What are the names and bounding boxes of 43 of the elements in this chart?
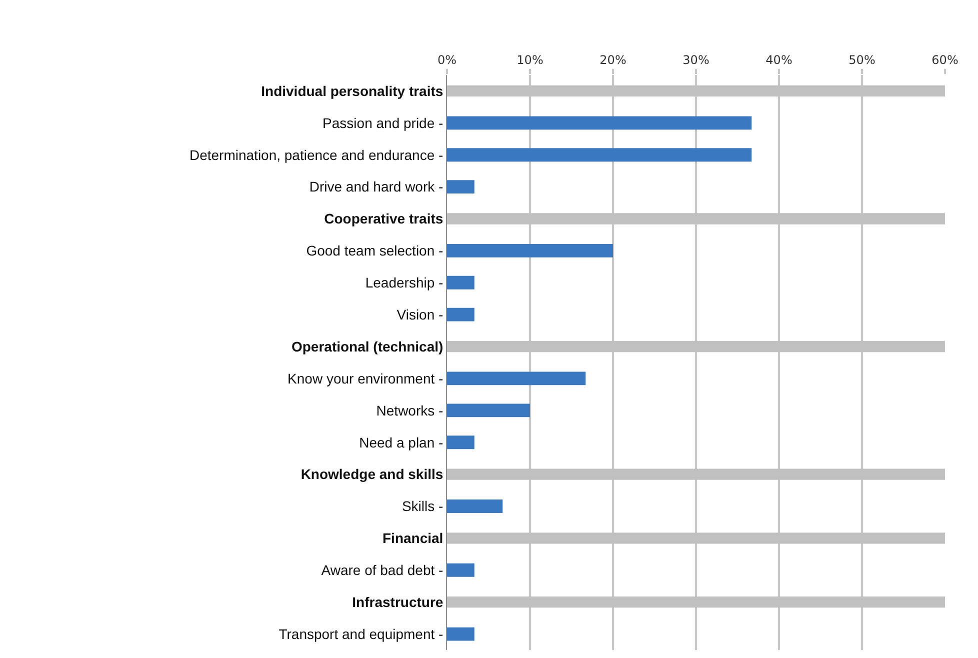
x-tick-label: 10%	[516, 53, 544, 68]
bar	[447, 436, 474, 450]
x-tick-label: 30%	[682, 53, 710, 68]
bar	[447, 563, 474, 577]
x-tick-label: 20%	[600, 53, 626, 68]
bar	[447, 596, 945, 608]
y-tick-label: Skills -	[402, 498, 444, 514]
y-tick-label: Drive and hard work -	[309, 178, 444, 195]
y-tick-label: Cooperative traits	[324, 210, 444, 227]
y-tick-label: Determination, patience and endurance -	[189, 146, 444, 163]
y-tick-label: Networks -	[376, 402, 444, 418]
y-tick-label: Knowledge and skills	[300, 466, 444, 482]
bar	[447, 85, 945, 97]
y-tick-label: Leadership -	[365, 274, 444, 291]
bar	[447, 213, 945, 224]
y-tick-label: Know your environment -	[288, 370, 444, 386]
x-tick-label: 0%	[437, 53, 457, 68]
bar	[447, 244, 613, 258]
bar	[447, 372, 586, 386]
bar	[447, 532, 945, 544]
bar	[447, 500, 503, 513]
x-tick-label: 60%	[932, 53, 958, 68]
y-tick-label: Passion and pride -	[322, 114, 444, 131]
y-tick-label: Need a plan -	[359, 434, 444, 450]
x-tick-label: 40%	[766, 53, 792, 68]
bar	[447, 180, 474, 194]
y-tick-label: Aware of bad debt -	[321, 562, 444, 578]
y-tick-label: Good team selection -	[306, 242, 444, 259]
y-tick-label: Transport and equipment -	[278, 626, 444, 642]
bar	[447, 404, 530, 418]
x-tick-label: 50%	[848, 53, 876, 68]
y-tick-label: Operational (technical)	[291, 338, 444, 354]
y-tick-label: Infrastructure	[352, 594, 444, 610]
y-tick-label: Vision -	[396, 306, 444, 322]
bar	[447, 340, 945, 352]
y-tick-label: Individual personality traits	[261, 82, 444, 99]
bar	[447, 148, 752, 162]
bar	[447, 116, 752, 130]
bar	[447, 308, 474, 322]
bar	[447, 276, 474, 290]
y-tick-label: Financial	[382, 530, 444, 546]
bar	[447, 468, 945, 480]
bar	[447, 627, 474, 641]
